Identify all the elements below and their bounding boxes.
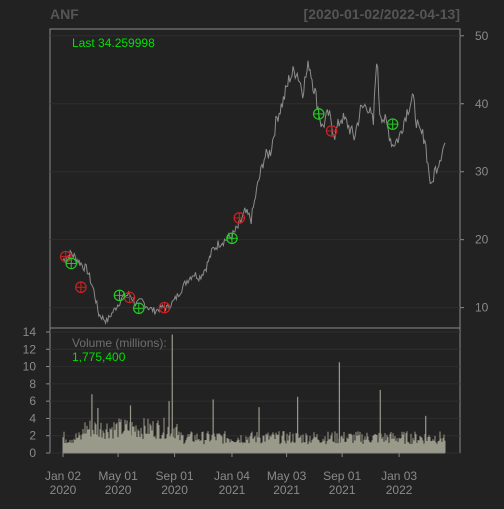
volume-title: Volume (millions): (72, 336, 167, 350)
price-y-tick-label: 50 (475, 29, 489, 43)
x-tick-label: Sep 01 (323, 469, 361, 483)
x-tick-year-label: 2022 (386, 483, 413, 497)
sell-marker (233, 212, 246, 224)
price-y-tick-label: 30 (475, 165, 489, 179)
x-tick-year-label: 2021 (329, 483, 356, 497)
volume-y-tick-label: 8 (29, 377, 36, 391)
x-tick-label: May 03 (267, 469, 307, 483)
x-tick-year-label: 2020 (50, 483, 77, 497)
price-y-tick-label: 40 (475, 97, 489, 111)
price-panel-frame (49, 28, 461, 329)
sell-marker (123, 291, 136, 304)
x-tick-label: Jan 04 (214, 469, 250, 483)
price-panel: 10 20 30 40 50 Last 34.259998 (49, 28, 489, 329)
volume-y-tick-label: 14 (23, 325, 37, 339)
symbol-title: ANF (50, 6, 79, 22)
volume-y-tick-label: 4 (29, 411, 36, 425)
volume-y-tick-label: 6 (29, 394, 36, 408)
date-range-title: [2020-01-02/2022-04-13] (304, 6, 460, 22)
volume-y-tick-label: 2 (29, 429, 36, 443)
trade-markers (59, 108, 399, 315)
buy-marker (226, 232, 238, 245)
sell-marker (325, 125, 338, 137)
x-tick-label: Jan 02 (45, 469, 81, 483)
x-tick-year-label: 2021 (219, 483, 246, 497)
buy-marker (113, 289, 126, 302)
volume-panel: 0 2 4 6 8 10 12 14 Volume (millions): 1,775,400 (23, 325, 461, 460)
volume-y-tick-label: 10 (23, 360, 37, 374)
x-tick-label: May 01 (98, 469, 138, 483)
sell-marker (158, 301, 171, 314)
price-grid (50, 35, 460, 309)
price-line (62, 60, 446, 326)
volume-last-value: 1,775,400 (72, 350, 126, 364)
x-tick-year-label: 2021 (273, 483, 300, 497)
volume-y-tick-label: 12 (23, 342, 37, 356)
buy-marker (132, 302, 145, 315)
volume-y-axis: 0 2 4 6 8 10 12 14 (23, 325, 50, 460)
buy-marker (312, 108, 325, 120)
x-tick-label: Jan 03 (381, 469, 417, 483)
price-y-tick-label: 20 (475, 233, 489, 247)
sell-marker (75, 281, 87, 294)
buy-marker (65, 257, 78, 270)
volume-bars (62, 334, 446, 453)
x-tick-label: Sep 01 (156, 469, 194, 483)
last-price-label: Last 34.259998 (72, 36, 155, 50)
sell-marker (59, 250, 72, 263)
buy-marker (386, 118, 399, 130)
price-y-axis: 10 20 30 40 50 (460, 29, 489, 315)
price-y-tick-label: 10 (475, 301, 489, 315)
x-tick-year-label: 2020 (105, 483, 132, 497)
volume-y-tick-label: 0 (29, 446, 36, 460)
x-tick-year-label: 2020 (161, 483, 188, 497)
